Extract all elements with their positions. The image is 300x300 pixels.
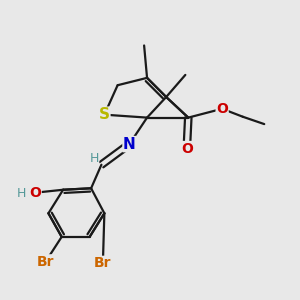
Text: S: S [99,107,110,122]
Text: Br: Br [94,256,112,270]
Text: Br: Br [37,255,54,269]
Text: O: O [29,186,41,200]
Text: N: N [123,136,136,152]
Text: H: H [89,152,99,165]
Text: H: H [17,187,27,200]
Text: O: O [216,102,228,116]
Text: O: O [181,142,193,155]
